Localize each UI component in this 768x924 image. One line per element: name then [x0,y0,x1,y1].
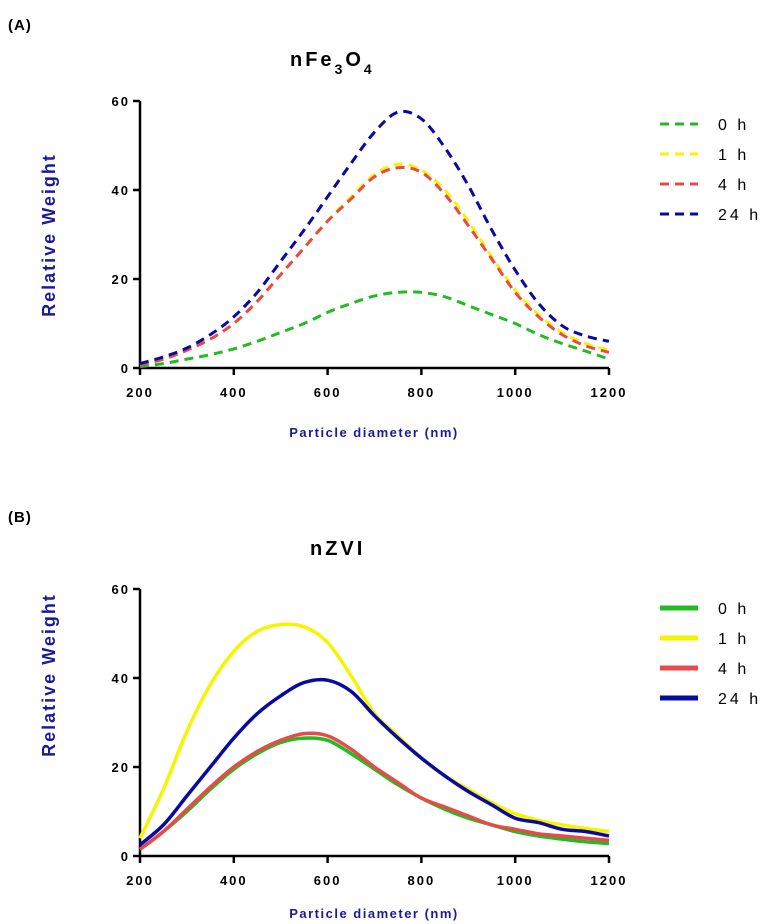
panel-a-legend: 0 h 1 h 4 h 24 h [660,117,761,224]
series-line-0h [139,290,610,369]
legend-label: 4 h [718,661,749,678]
panel-a-title: nFe3O4 [290,49,375,77]
x-tick-label: 1200 [591,873,628,888]
legend-label: 24 h [718,691,761,708]
panel-a-ylabel: Relative Weight [39,153,59,317]
legend-label: 0 h [718,117,749,134]
panel-b-xlabel: Particle diameter (nm) [289,906,459,921]
x-tick-label: 1000 [497,385,534,400]
x-tick-label: 800 [408,385,436,400]
legend-label: 1 h [718,631,749,648]
panel-b-ylabel: Relative Weight [39,593,59,757]
y-tick-label: 60 [112,582,130,597]
panel-b-title: nZVI [310,538,365,560]
legend-label: 24 h [718,207,761,224]
x-tick-label: 200 [126,385,154,400]
y-tick-label: 40 [112,671,130,686]
legend-label: 4 h [718,177,749,194]
series-line-24h [139,109,610,366]
x-tick-label: 600 [314,385,342,400]
x-tick-label: 800 [408,873,436,888]
panel-a-xlabel: Particle diameter (nm) [289,425,459,440]
panel-b-label: (B) [8,509,32,526]
y-tick-label: 60 [112,94,130,109]
x-tick-label: 1000 [497,873,534,888]
panel-a-plot: 0 20 40 60 200 400 600 800 1000 1200 [112,94,628,400]
x-tick-label: 400 [220,385,248,400]
x-tick-label: 1200 [591,385,628,400]
x-tick-label: 200 [126,873,154,888]
panel-a: (A) nFe3O4 Relative Weight Particle diam… [8,17,761,440]
series-line-24h [138,677,610,847]
series-line-4h [138,731,610,851]
y-tick-label: 20 [112,760,130,775]
legend-label: 0 h [718,601,749,618]
x-tick-label: 400 [220,873,248,888]
legend-label: 1 h [718,147,749,164]
panel-b-plot: 0 20 40 60 200 400 600 800 1000 1200 [112,582,628,888]
x-tick-label: 600 [314,873,342,888]
panel-b: (B) nZVI Relative Weight Particle diamet… [8,509,761,921]
panel-b-legend: 0 h 1 h 4 h 24 h [660,601,761,708]
panel-a-label: (A) [8,17,32,34]
series-line-4h [139,166,610,367]
y-tick-label: 0 [121,361,130,376]
series-line-1h [138,622,610,839]
y-tick-label: 20 [112,272,130,287]
y-tick-label: 0 [121,849,130,864]
y-tick-label: 40 [112,183,130,198]
